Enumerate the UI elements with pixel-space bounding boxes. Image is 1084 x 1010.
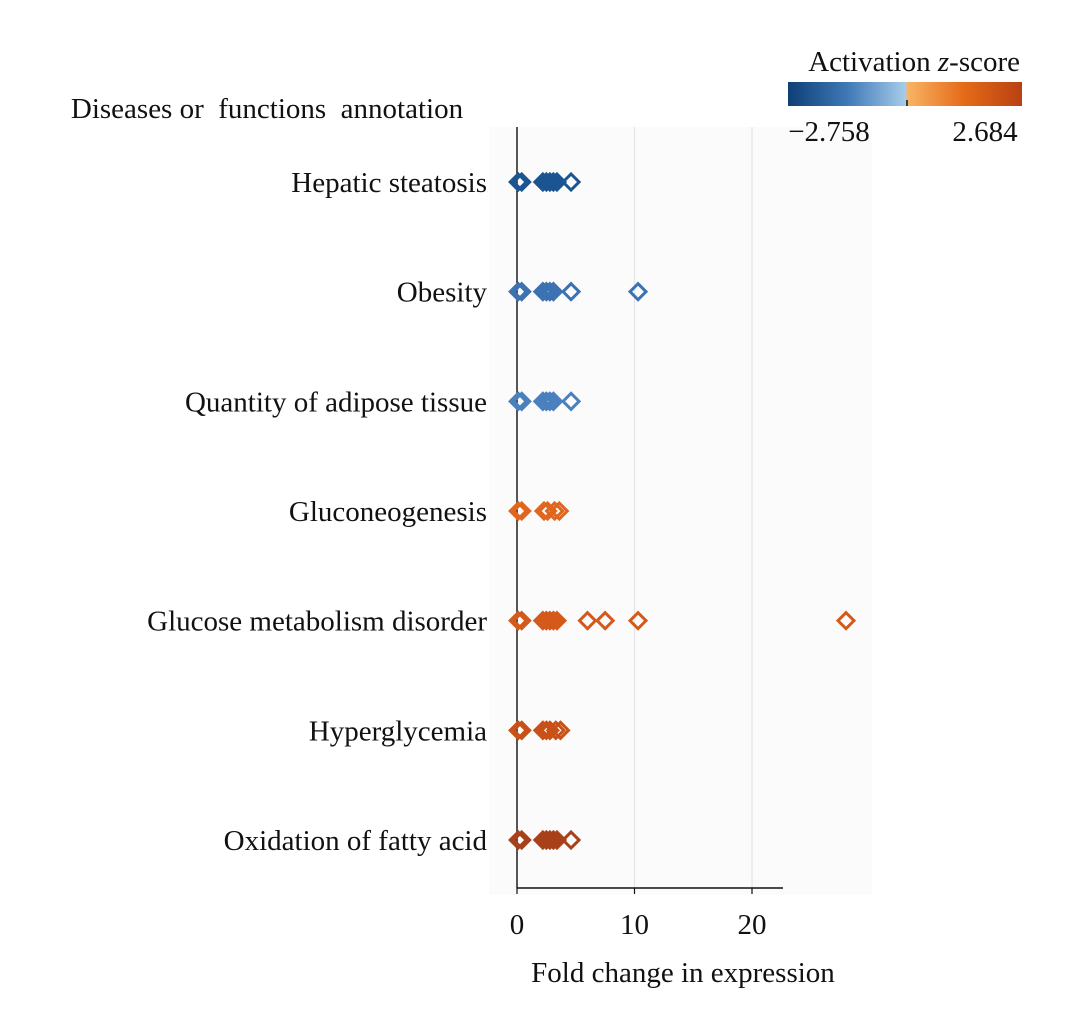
data-point <box>511 720 532 741</box>
data-point <box>545 720 566 741</box>
data-point <box>511 610 532 631</box>
data-point <box>536 281 557 302</box>
category-label: Quantity of adipose tissue <box>185 386 487 418</box>
data-point <box>627 610 649 631</box>
data-point <box>508 391 529 412</box>
data-point <box>536 391 557 412</box>
data-point <box>539 829 561 851</box>
legend: Activation z-score −2.758 2.684 <box>788 46 1022 148</box>
category-labels: Hepatic steatosis Obesity Quantity of adip… <box>147 167 487 857</box>
data-point <box>511 829 532 851</box>
legend-max-label: 2.684 <box>952 116 1018 148</box>
legend-min-label: −2.758 <box>788 116 870 148</box>
data-point <box>546 829 568 851</box>
x-tick-label: 0 <box>510 909 525 941</box>
data-point <box>539 391 561 412</box>
category-label: Hyperglycemia <box>309 715 487 747</box>
data-point <box>549 500 570 522</box>
data-point <box>546 171 568 193</box>
data-point <box>544 500 565 522</box>
data-point <box>560 171 582 193</box>
data-point <box>543 610 564 631</box>
y-header: Diseases or functions annotation <box>71 93 464 125</box>
data-point <box>543 391 564 412</box>
category-label: Oxidation of fatty acid <box>224 825 488 857</box>
data-point <box>543 281 564 302</box>
legend-title: Activation z-score <box>808 46 1020 78</box>
data-points <box>508 171 857 851</box>
x-axis-label: Fold change in expression <box>531 957 835 989</box>
data-point <box>543 829 564 851</box>
data-point <box>539 171 561 193</box>
data-point <box>511 281 532 302</box>
category-label: Glucose metabolism disorder <box>147 606 487 638</box>
data-point <box>508 829 529 851</box>
x-tick-label: 10 <box>620 909 649 941</box>
x-tick-labels: 0 10 20 <box>510 888 767 941</box>
data-point <box>511 171 532 193</box>
data-point <box>595 610 616 631</box>
data-point <box>835 610 857 631</box>
data-point <box>543 171 564 193</box>
data-point <box>546 610 568 631</box>
colorbar <box>788 82 1022 106</box>
data-point <box>511 391 532 412</box>
data-point <box>508 500 529 522</box>
data-point <box>532 720 553 741</box>
data-point <box>539 610 561 631</box>
data-point <box>560 391 582 412</box>
data-point <box>511 500 532 522</box>
category-label: Gluconeogenesis <box>289 496 487 528</box>
data-point <box>550 720 571 741</box>
data-point <box>508 610 529 631</box>
data-point <box>508 720 529 741</box>
data-point <box>627 281 649 302</box>
x-tick-label: 20 <box>738 909 767 941</box>
data-point <box>577 610 598 631</box>
data-point <box>508 281 529 302</box>
category-label: Obesity <box>397 277 488 309</box>
data-point <box>539 281 561 302</box>
data-point <box>560 281 582 302</box>
grid <box>633 127 753 888</box>
data-point <box>508 171 529 193</box>
data-point <box>560 829 582 851</box>
category-label: Hepatic steatosis <box>291 167 487 199</box>
